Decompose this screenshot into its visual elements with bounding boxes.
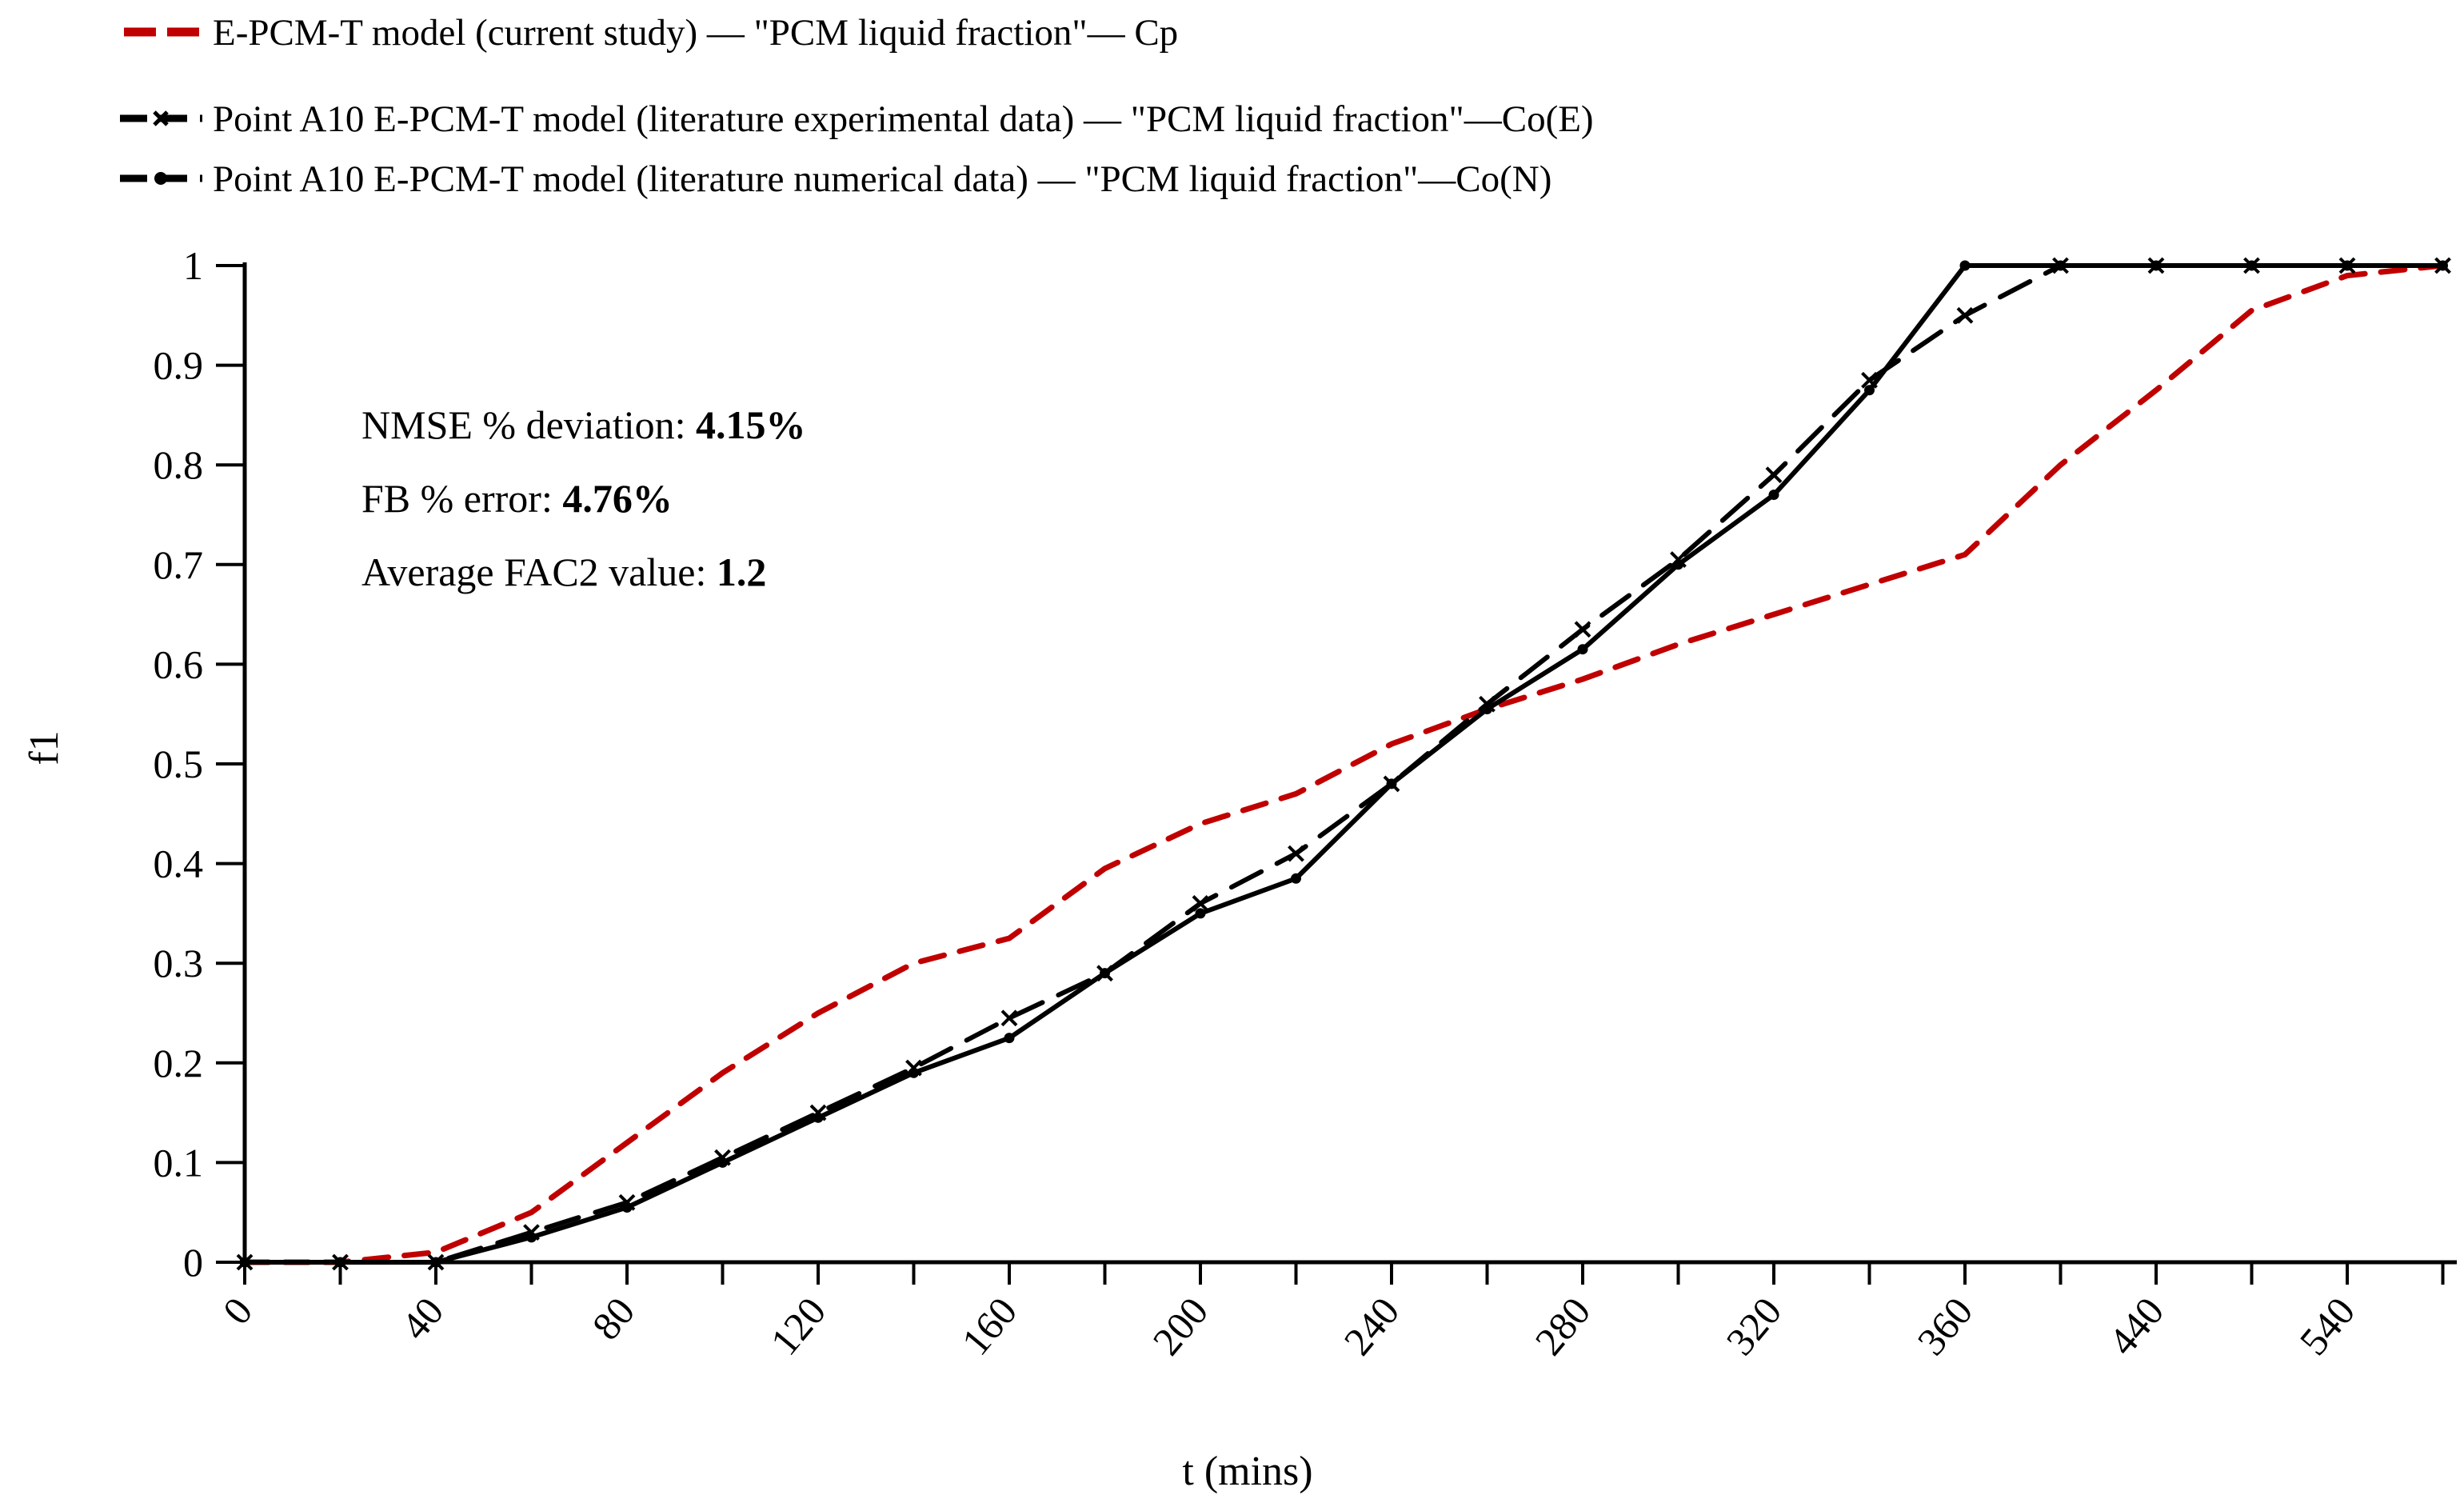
- stat-fb: FB % error: 4.76%: [361, 476, 673, 521]
- legend-marker-dot: [154, 172, 167, 185]
- x-tick-label: 160: [952, 1289, 1025, 1363]
- y-tick-label: 0.5: [154, 742, 204, 786]
- series-line-cp: [242, 262, 2446, 1265]
- stat-fac2-label: Average FAC2 value:: [361, 550, 717, 594]
- stat-fac2: Average FAC2 value: 1.2: [361, 550, 766, 594]
- stat-nmse-value: 4.15%: [696, 402, 806, 447]
- stats-annotation: NMSE % deviation: 4.15% FB % error: 4.76…: [361, 402, 806, 594]
- y-tick-label: 0.6: [154, 642, 204, 686]
- y-tick-label: 0: [183, 1240, 203, 1285]
- legend-label-coe: Point A10 E-PCM-T model (literature expe…: [213, 98, 1594, 140]
- legend-item-cp: E-PCM-T model (current study) — "PCM liq…: [124, 12, 1178, 54]
- marker-dot: [526, 1232, 537, 1243]
- x-tick-label: 360: [1908, 1289, 1981, 1363]
- marker-dot: [1673, 559, 1683, 570]
- x-tick-label: 540: [2290, 1289, 2363, 1363]
- stat-fb-label: FB % error:: [361, 476, 562, 521]
- x-axis-title: t (mins): [1182, 1449, 1312, 1494]
- marker-dot: [430, 1257, 441, 1268]
- marker-dot: [239, 1257, 250, 1268]
- legend-label-cp: E-PCM-T model (current study) — "PCM liq…: [213, 12, 1178, 54]
- y-tick-label: 0.1: [154, 1140, 204, 1185]
- x-tick-label: 240: [1335, 1289, 1408, 1363]
- y-tick-label: 0.4: [154, 841, 204, 886]
- x-tick-label: 40: [392, 1289, 452, 1348]
- y-tick-label: 0.9: [154, 343, 204, 388]
- stat-fb-value: 4.76%: [562, 476, 673, 521]
- x-tick-label: 320: [1717, 1289, 1790, 1363]
- marker-x: [1000, 1009, 1018, 1027]
- marker-dot: [2055, 260, 2066, 271]
- marker-x: [1861, 371, 1878, 389]
- marker-x: [1192, 895, 1209, 912]
- marker-dot: [335, 1257, 345, 1268]
- x-tick-label: 200: [1144, 1289, 1216, 1363]
- marker-x: [1765, 466, 1783, 484]
- x-tick-label: 0: [214, 1289, 261, 1333]
- marker-dot: [1768, 490, 1779, 501]
- y-tick-label: 1: [183, 243, 203, 288]
- series-line-con: [242, 263, 2446, 1265]
- legend-item-coe: Point A10 E-PCM-T model (literature expe…: [120, 98, 1594, 140]
- marker-dot: [2246, 260, 2257, 271]
- marker-dot: [1386, 778, 1397, 789]
- marker-x: [1956, 306, 1974, 324]
- marker-dot: [2438, 260, 2448, 271]
- legend-marker-x: [153, 110, 169, 126]
- y-tick-label: 0.8: [154, 442, 204, 487]
- marker-dot: [2151, 260, 2162, 271]
- marker-dot: [813, 1112, 824, 1123]
- marker-dot: [717, 1157, 728, 1168]
- stat-nmse: NMSE % deviation: 4.15%: [361, 402, 806, 447]
- y-tick-label: 0.2: [154, 1041, 204, 1085]
- y-tick-label: 0.7: [154, 542, 204, 587]
- marker-dot: [1100, 968, 1110, 979]
- x-tick-label: 440: [2099, 1289, 2172, 1363]
- marker-dot: [1864, 385, 1875, 396]
- y-axis-title: f1: [22, 730, 67, 765]
- legend-label-con: Point A10 E-PCM-T model (literature nume…: [213, 158, 1551, 200]
- stat-nmse-label: NMSE % deviation:: [361, 402, 696, 447]
- x-tick-label: 80: [583, 1289, 643, 1348]
- marker-dot: [1291, 873, 1301, 884]
- marker-dot: [1004, 1033, 1015, 1044]
- marker-x: [1574, 621, 1591, 638]
- legend-item-con: Point A10 E-PCM-T model (literature nume…: [120, 158, 1551, 200]
- x-tick-label: 120: [761, 1289, 834, 1363]
- marker-x: [1288, 845, 1304, 862]
- legend: E-PCM-T model (current study) — "PCM liq…: [120, 12, 1594, 200]
- y-tick-label: 0.3: [154, 941, 204, 985]
- marker-dot: [1577, 644, 1588, 655]
- x-tick-label: 280: [1526, 1289, 1599, 1363]
- stat-fac2-value: 1.2: [717, 550, 767, 594]
- marker-dot: [1959, 260, 1971, 271]
- marker-dot: [2342, 260, 2353, 271]
- marker-dot: [1195, 908, 1206, 919]
- marker-dot: [909, 1067, 919, 1078]
- marker-dot: [621, 1201, 633, 1213]
- marker-dot: [1482, 703, 1492, 714]
